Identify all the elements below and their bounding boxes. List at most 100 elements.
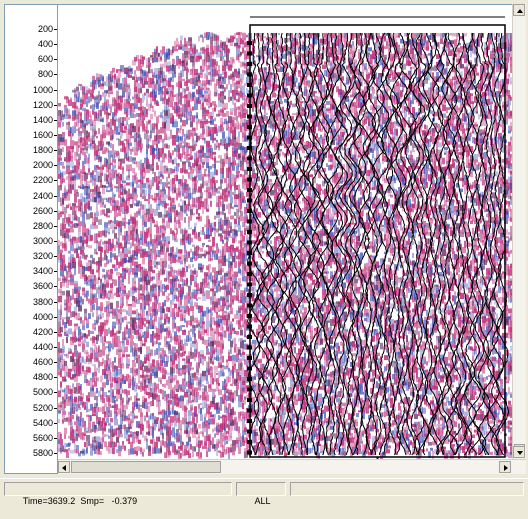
density-sample [70, 377, 74, 380]
density-sample [134, 356, 136, 361]
density-sample [96, 185, 98, 192]
seismic-viewer-window: 200 400 600 800 1000 1200 1400 1600 1800 2000 2200… [0, 4, 528, 506]
density-sample [152, 58, 154, 63]
density-sample [142, 204, 146, 211]
density-sample [224, 255, 226, 263]
density-sample [138, 362, 142, 370]
density-sample [108, 390, 110, 393]
density-sample [74, 280, 78, 284]
density-sample [230, 184, 232, 191]
density-sample [190, 44, 192, 50]
density-sample [132, 254, 135, 258]
density-sample [82, 239, 84, 247]
density-sample [124, 330, 128, 335]
density-sample [116, 187, 119, 193]
density-sample [188, 453, 191, 459]
density-sample [232, 120, 235, 124]
density-sample [82, 146, 84, 152]
density-sample [96, 73, 98, 78]
density-sample [158, 342, 161, 346]
density-sample [100, 169, 103, 173]
density-sample [238, 380, 240, 384]
density-sample [116, 78, 120, 83]
density-sample [74, 329, 76, 337]
density-sample [110, 288, 113, 295]
density-sample [120, 251, 124, 256]
density-sample [80, 450, 84, 454]
density-sample [66, 417, 68, 422]
density-sample [92, 363, 96, 367]
density-sample [104, 240, 108, 244]
density-sample [82, 359, 84, 363]
density-sample [210, 411, 212, 415]
density-sample [194, 357, 196, 361]
density-sample [234, 235, 237, 242]
density-sample [146, 169, 150, 173]
density-sample [142, 321, 144, 326]
density-sample [60, 115, 64, 121]
seismic-section[interactable] [58, 5, 512, 460]
density-sample [74, 97, 76, 101]
density-sample [90, 443, 93, 449]
density-sample [138, 113, 141, 120]
density-sample [128, 268, 130, 272]
density-sample [140, 344, 143, 347]
density-sample [70, 395, 73, 402]
density-sample [78, 369, 81, 375]
density-sample [184, 263, 186, 267]
density-sample [90, 97, 92, 102]
density-sample [164, 383, 166, 388]
density-sample [122, 339, 125, 346]
density-sample [70, 238, 73, 243]
density-sample [90, 89, 94, 93]
density-sample [132, 227, 135, 232]
density-sample [64, 104, 67, 108]
density-sample [226, 186, 228, 192]
density-sample [162, 284, 165, 287]
density-sample [148, 401, 150, 405]
density-sample [162, 236, 166, 242]
density-sample [196, 173, 198, 178]
density-sample [96, 316, 99, 324]
density-sample [108, 141, 110, 147]
time-tick-mark [54, 331, 57, 333]
density-sample [100, 95, 102, 101]
density-sample [132, 268, 136, 275]
density-sample [188, 227, 192, 230]
density-sample [108, 428, 111, 433]
density-sample [122, 194, 124, 199]
density-sample [76, 169, 78, 174]
density-sample [98, 407, 102, 412]
density-sample [162, 374, 166, 379]
density-sample [232, 318, 234, 322]
density-sample [92, 84, 95, 91]
density-sample [156, 383, 159, 390]
seismic-plot-area[interactable]: r [58, 4, 512, 460]
density-sample [62, 445, 64, 450]
density-sample [156, 441, 158, 447]
density-sample [216, 128, 218, 133]
density-sample [160, 389, 162, 394]
density-sample [112, 328, 114, 333]
density-sample [242, 159, 244, 166]
density-sample [106, 213, 108, 216]
density-sample [128, 437, 130, 442]
density-sample [176, 152, 178, 158]
density-sample [86, 180, 90, 184]
density-sample [236, 422, 238, 427]
density-sample [180, 453, 182, 459]
density-sample [82, 224, 86, 227]
density-sample [94, 403, 98, 406]
density-sample [74, 157, 77, 161]
density-sample [208, 281, 210, 289]
density-sample [156, 162, 158, 165]
density-sample [72, 126, 74, 129]
density-sample [120, 140, 123, 146]
density-sample [208, 178, 210, 183]
density-sample [158, 134, 162, 137]
density-sample [236, 378, 238, 383]
density-sample [80, 269, 82, 273]
density-sample [136, 312, 139, 318]
density-sample [92, 174, 96, 181]
density-sample [240, 38, 242, 45]
